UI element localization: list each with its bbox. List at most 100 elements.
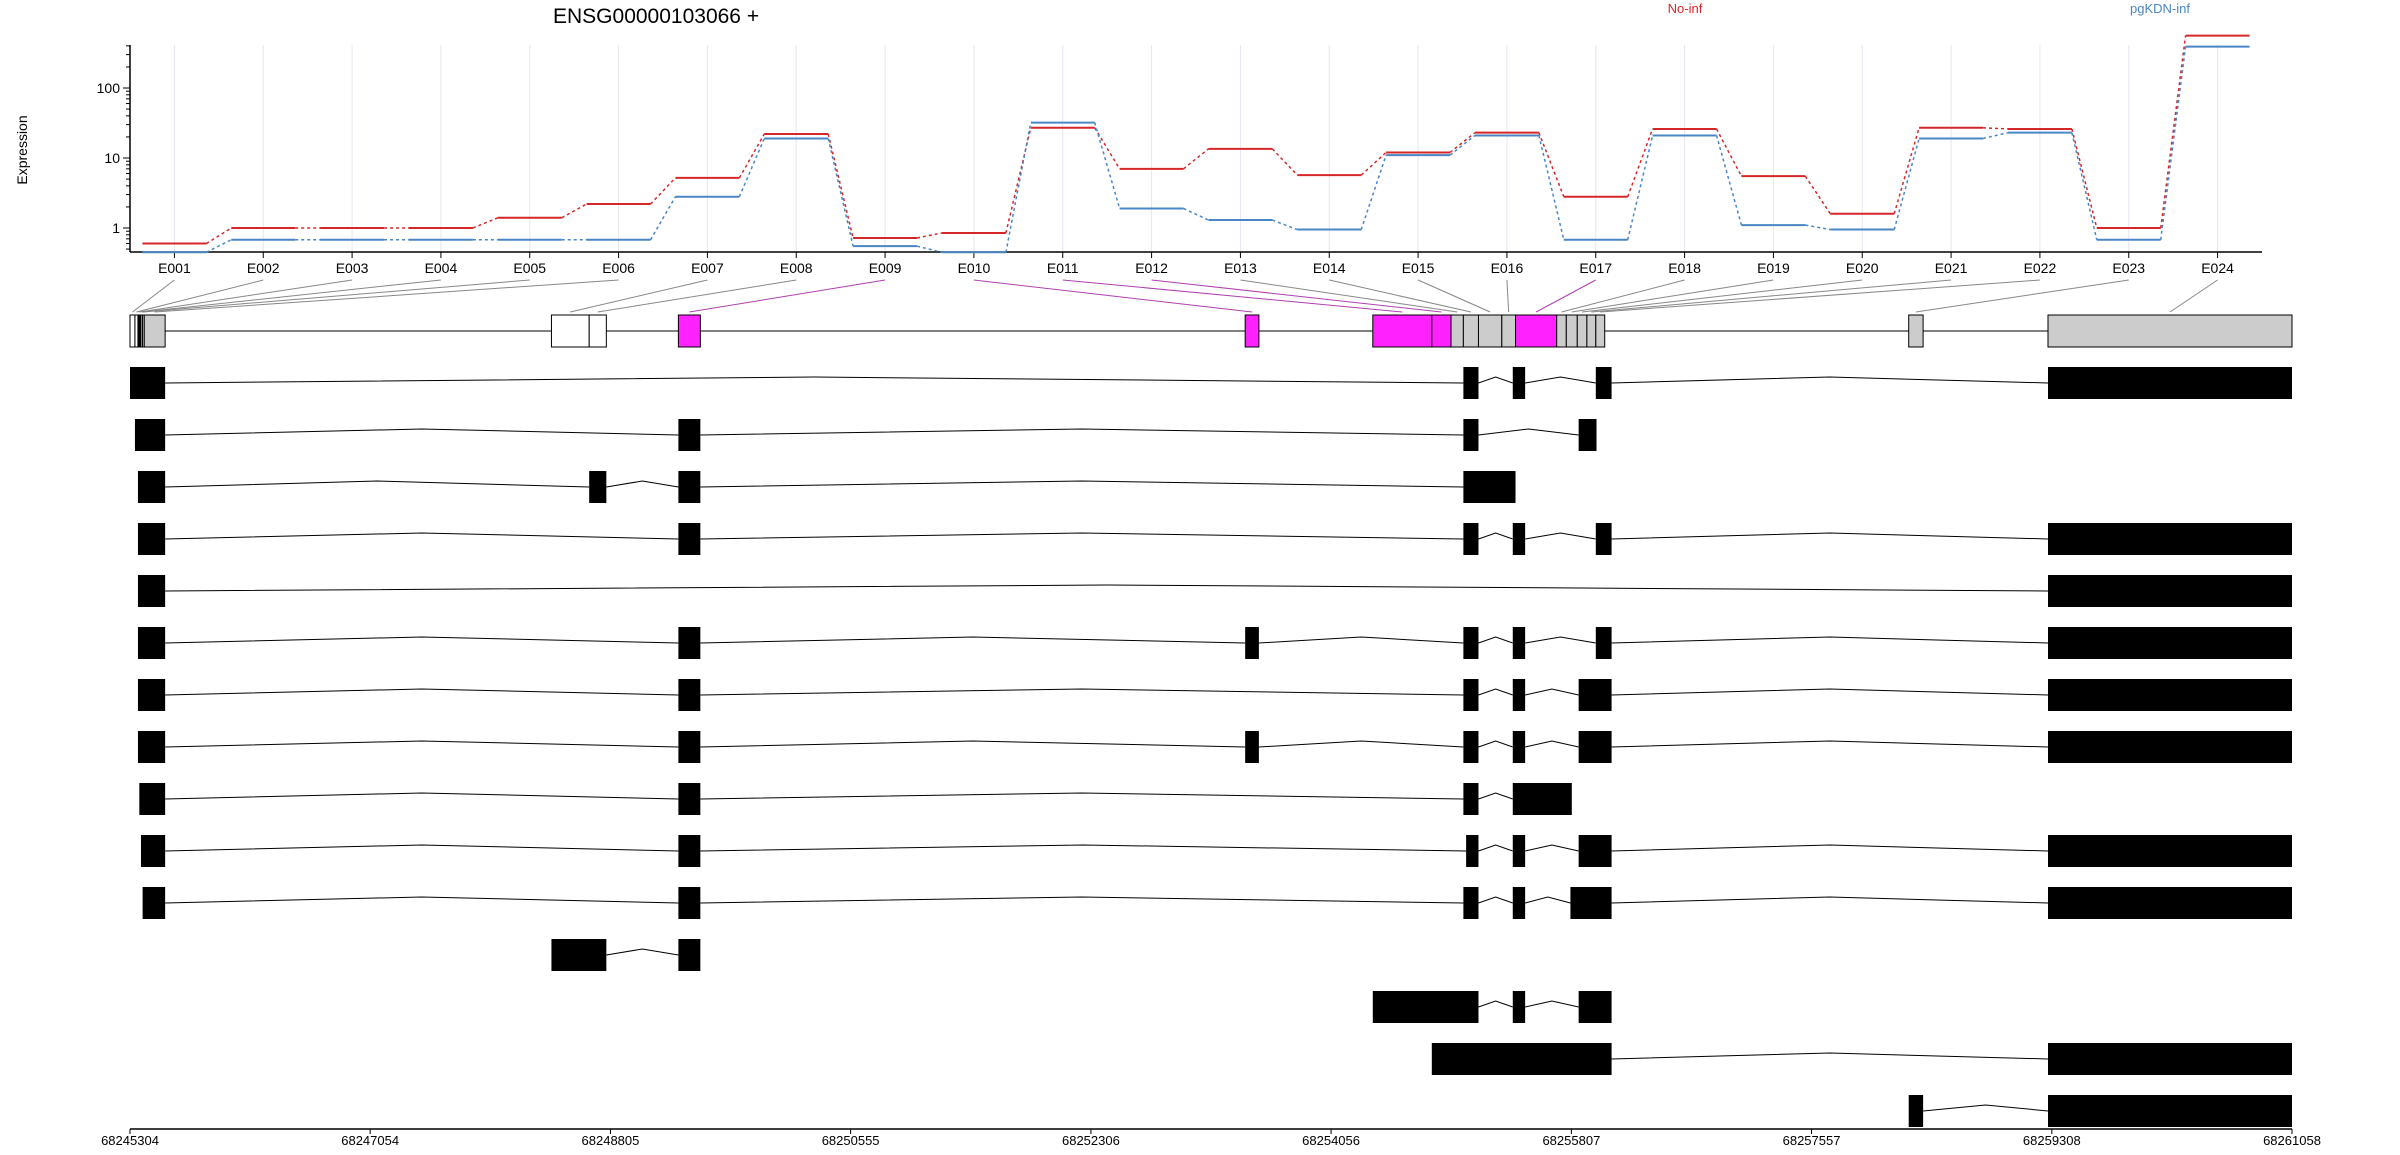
connector-e024 [2169, 279, 2218, 313]
transcript-exon [2047, 523, 2292, 555]
transcript-9 [139, 783, 1572, 815]
transcript-12 [551, 939, 701, 971]
transcript-exon [1431, 1043, 1612, 1075]
connector [738, 133, 765, 179]
connector-e021 [1591, 279, 1952, 313]
transcript-exon [1463, 367, 1479, 399]
intron [165, 844, 679, 852]
x-tick-label-e014: E014 [1313, 260, 1346, 276]
connector [1360, 154, 1387, 230]
transcript-exon [1463, 731, 1479, 763]
connector-e016 [1506, 279, 1510, 313]
transcript-exon [1512, 679, 1526, 711]
intron [165, 480, 590, 488]
transcript-exon [1578, 835, 1612, 867]
legend-pgkdn-inf: pgKDN-inf [2130, 1, 2190, 16]
transcript-exon [1245, 731, 1259, 763]
gene-model [129, 314, 2293, 348]
connector-e008 [597, 279, 797, 313]
connector [1715, 135, 1743, 226]
transcript-exon [1908, 1095, 1924, 1127]
transcript-exon [1512, 627, 1526, 659]
connector [916, 232, 943, 239]
connector [1449, 134, 1476, 156]
connector-e003 [139, 279, 353, 313]
connector [205, 227, 232, 245]
y-tick-label: 100 [97, 80, 121, 96]
x-tick-label-e010: E010 [958, 260, 991, 276]
x-tick-label-e011: E011 [1047, 260, 1079, 276]
connector [1983, 127, 2008, 130]
intron [1611, 636, 2049, 644]
x-tick-label-e006: E006 [602, 260, 635, 276]
exon-e023 [1908, 314, 1924, 348]
connector [827, 138, 854, 247]
exon-e010 [1244, 314, 1260, 348]
intron [700, 532, 1464, 540]
connector-e017 [1535, 279, 1596, 313]
exon-e009 [677, 314, 701, 348]
genome-tick-label: 68250555 [822, 1133, 880, 1148]
intron [165, 636, 679, 644]
connector [1183, 148, 1209, 170]
transcript-exon [137, 471, 166, 503]
intron [165, 896, 679, 904]
expression-series [142, 34, 2250, 254]
connector [1893, 127, 1920, 214]
transcript-exon [1512, 887, 1526, 919]
connector-e001 [132, 279, 175, 313]
connector [1183, 207, 1209, 221]
connector [1627, 128, 1654, 197]
connector [561, 203, 587, 219]
transcript-11 [142, 887, 2292, 919]
exon-e020 [1576, 314, 1588, 348]
transcript-1 [130, 367, 2292, 399]
transcript-exon [1512, 731, 1526, 763]
connector [1538, 135, 1565, 240]
connector [1449, 132, 1476, 154]
connector-e007 [570, 279, 708, 313]
connector-e020 [1582, 279, 1863, 313]
connector [1005, 122, 1032, 253]
transcript-exon [134, 419, 166, 451]
intron [1611, 532, 2049, 540]
vertical-gridlines [173, 45, 2219, 252]
x-tick-label-e022: E022 [2024, 260, 2057, 276]
transcript-exon [1512, 367, 1526, 399]
connector [916, 245, 943, 254]
intron [1478, 636, 1513, 644]
intron [1478, 740, 1513, 748]
connector-e011 [1062, 279, 1403, 313]
connector-e015 [1417, 279, 1491, 313]
transcript-exon [678, 835, 701, 867]
connector-e019 [1571, 279, 1774, 313]
transcript-exon [678, 627, 701, 659]
exon-e006 [143, 314, 166, 348]
connector [649, 196, 677, 241]
intron [1525, 636, 1596, 644]
intron [606, 480, 679, 488]
exon-e022 [1595, 314, 1606, 348]
exon-e007 [550, 314, 590, 348]
connector [1804, 175, 1831, 215]
transcript-exon [678, 419, 701, 451]
legend-no-inf: No-inf [1668, 1, 1703, 16]
connector [738, 138, 765, 197]
transcript-exon [1595, 523, 1612, 555]
connector [2071, 132, 2098, 240]
exon-e016 [1501, 314, 1517, 348]
transcript-exon [1512, 783, 1572, 815]
intron [606, 948, 679, 956]
connector-e002 [136, 279, 264, 313]
exon-connectors [132, 279, 2218, 313]
transcript-exon [1466, 835, 1479, 867]
exon-e012 [1431, 314, 1452, 348]
intron [1611, 376, 2049, 384]
x-tick-label-e013: E013 [1224, 260, 1257, 276]
connector [1627, 135, 1654, 240]
intron [1478, 688, 1513, 696]
intron [165, 792, 679, 800]
transcript-7 [137, 679, 2292, 711]
transcript-exon [1570, 887, 1612, 919]
x-tick-label-e024: E024 [2201, 260, 2234, 276]
